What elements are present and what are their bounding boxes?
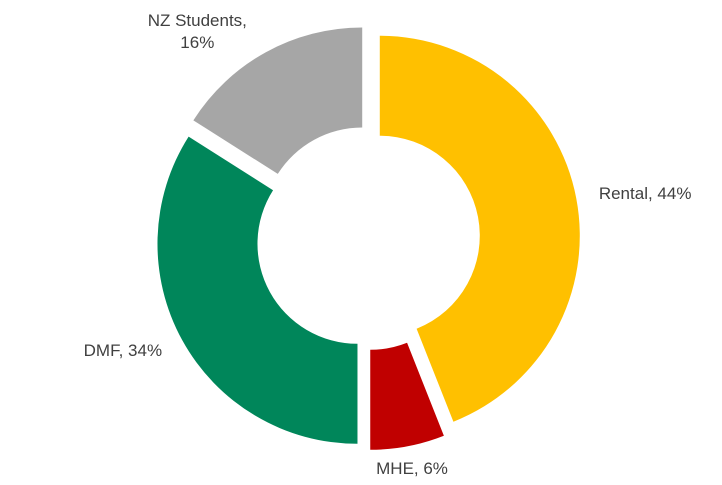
data-label: NZ Students, 16% (147, 10, 247, 53)
donut-segment (379, 35, 580, 422)
donut-segment (370, 342, 444, 450)
donut-segment (193, 27, 363, 174)
data-label: DMF, 34% (83, 341, 163, 361)
data-label: MHE, 6% (376, 458, 448, 478)
data-label: Rental, 44% (598, 183, 692, 203)
donut-segment (157, 136, 358, 444)
